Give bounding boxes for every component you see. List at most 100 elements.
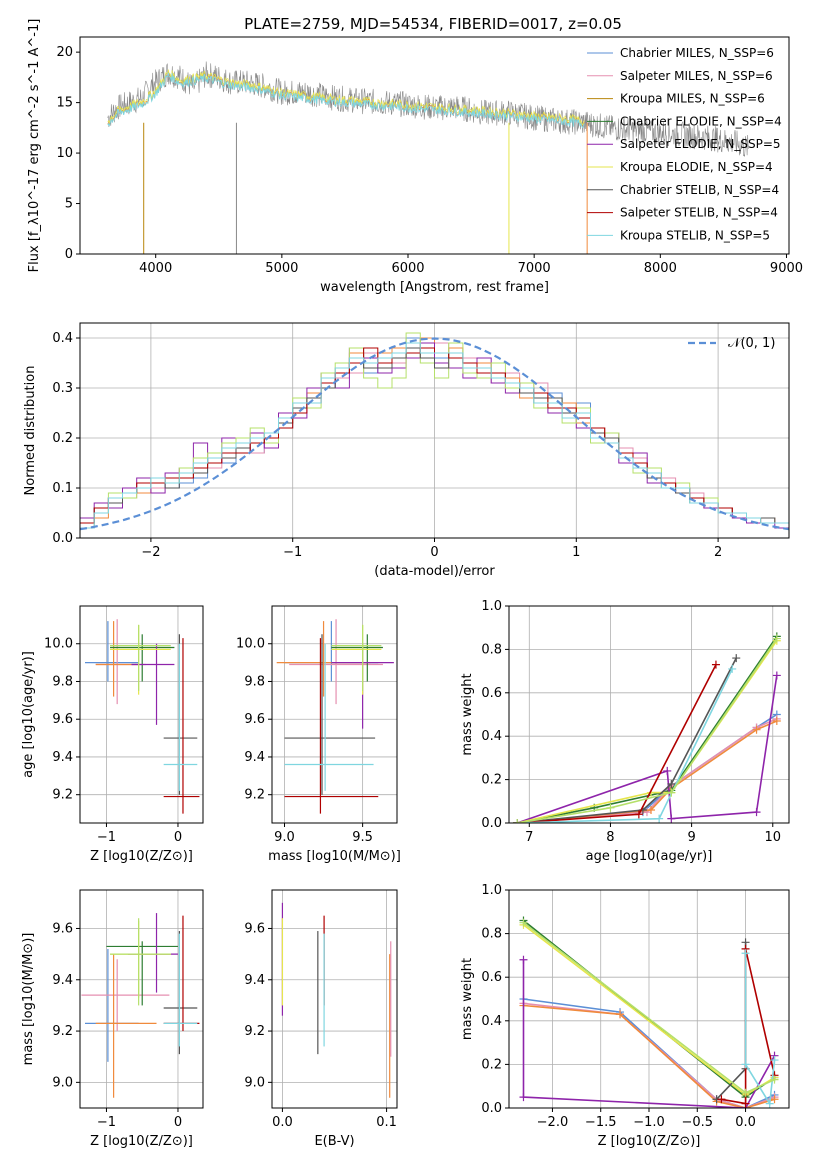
x-axis-label: E(B-V) [314,1134,354,1149]
tick-label-y: 0.2 [481,773,502,788]
tick-label-y: 9.0 [52,1075,73,1090]
y-axis-label: Flux [f_λ10^-17 erg cm^-2 s^-1 A^-1] [27,19,42,273]
axes-frame [79,322,790,539]
x-axis-label: age [log10(age/yr)] [586,849,713,864]
tick-label-y: 0.0 [481,816,502,831]
tick-label-y: 0.2 [481,1057,502,1072]
tick-label-y: 9.0 [244,1075,265,1090]
tick-label-x: 0.0 [735,1115,756,1130]
tick-label-y: 0.6 [481,686,502,701]
series-green2-marker [513,819,522,823]
tick-label-y: 9.2 [244,788,265,803]
tick-label-x: −1.5 [585,1115,617,1130]
plot-area [80,323,789,538]
tick-label-x: 8 [606,830,614,845]
spectrum-model-line-yellow [107,69,585,126]
axes-frame [508,605,790,824]
tick-label-x: 2 [714,545,722,560]
series-chabrier-stelib-marker [732,654,741,663]
series-kroupa-stelib-marker [728,664,737,673]
figure-title: PLATE=2759, MJD=54534, FIBERID=0017, z=0… [244,15,622,33]
tick-label-x: 7 [525,830,533,845]
legend-label: 𝒩(0, 1) [728,336,775,351]
series-green2 [516,638,778,823]
series-salpeter-stelib-marker [741,1099,750,1108]
series-kroupa-stelib-marker [765,1099,774,1108]
tick-label-y: 0.4 [481,1014,502,1029]
tick-label-y: 0.6 [481,970,502,985]
series-green2-marker [519,918,528,927]
tick-label-y: 10.0 [44,637,73,652]
tick-label-y: 0.4 [481,729,502,744]
axes-frame [79,605,204,824]
legend-label: Kroupa ELODIE, N_SSP=4 [620,160,773,174]
tick-label-y: 10 [56,146,73,161]
tick-label-y: 10.0 [236,637,265,652]
tick-label-y: 9.8 [52,674,73,689]
legend-label: Salpeter ELODIE, N_SSP=5 [620,137,781,151]
tick-label-x: 0.0 [272,1115,293,1130]
series-kroupa-miles-marker [772,717,781,726]
series-salpeter-elodie-marker [519,955,528,964]
tick-label-y: 9.2 [244,1024,265,1039]
tick-label-y: 0.1 [52,481,73,496]
tick-label-x: 5000 [265,261,298,276]
tick-label-x: −1 [283,545,302,560]
legend-label: Kroupa STELIB, N_SSP=5 [620,228,770,242]
plots: 4000 5000 6000 7000 8000 900005101520waveleng… [21,19,803,1149]
tick-label-x: 9.0 [274,830,295,845]
y-axis-label: mass weight [460,673,475,755]
x-axis-label: wavelength [Angstrom, rest frame] [320,280,549,295]
plot-area [107,61,749,254]
series-salpeter-elodie-marker [663,766,672,775]
series-kroupa-stelib-marker [741,1060,750,1069]
histogram-kroupa-elodie [80,332,789,529]
tick-label-x: 8000 [644,261,677,276]
axes-frame [79,889,204,1109]
y-axis-label: Normed distribution [23,366,38,496]
x-axis-label: (data-model)/error [374,564,495,579]
tick-label-y: 20 [56,45,73,60]
series-green2-marker [667,788,676,797]
y-axis-label: mass [log10(M/M⊙)] [21,933,36,1066]
series-chabrier-stelib-marker [667,779,676,788]
tick-label-y: 9.8 [244,674,265,689]
plot-area [509,890,789,1108]
series-kroupa-miles-marker [647,805,656,814]
tick-label-y: 9.4 [244,750,265,765]
y-axis-label: mass weight [460,958,475,1040]
series-salpeter-elodie-marker [667,814,676,823]
series-green2-marker [772,634,781,643]
tick-label-x: 0 [174,1115,182,1130]
tick-label-x: 9000 [770,261,803,276]
panel-mass_vs_Z: −1 0 9.0 9.2 9.4 9.6 Z [log10(Z/Z⊙)] mass [log1… [21,889,204,1149]
series-salpeter-stelib-marker [717,1095,726,1104]
series-salpeter-stelib-marker [711,660,720,669]
panel-massweight_vs_age: 7 8 9 10 0.0 0.2 0.4 0.6 0.8 1.0 age [log10(age/yr… [460,599,790,864]
tick-label-x: 0.1 [376,1115,397,1130]
series-kroupa-miles-marker [752,725,761,734]
tick-label-y: 0.0 [52,531,73,546]
tick-label-x: 1 [572,545,580,560]
tick-label-y: 0.3 [52,381,73,396]
plot-area [272,890,397,1108]
legend-label: Salpeter MILES, N_SSP=6 [620,69,773,83]
x-axis-label: Z [log10(Z/Z⊙)] [90,849,193,864]
y-axis-label: age [log10(age/yr)] [21,651,36,778]
tick-label-x: −1 [97,830,116,845]
series-kroupa-stelib-marker [770,1056,779,1065]
plot-area [509,606,789,823]
series-salpeter-miles-marker [642,808,651,817]
tick-label-y: 9.6 [244,712,265,727]
spectrum-model-line [107,72,585,129]
legend-label: Chabrier MILES, N_SSP=6 [620,46,774,60]
panel-age_vs_mass: 9.0 9.5 9.2 9.4 9.6 9.8 10.0 mass [log10(M/M⊙)] [236,605,401,864]
plot-area [272,606,397,823]
axes-frame [79,36,790,255]
series-salpeter-elodie-marker [772,671,781,680]
tick-label-x: 7000 [518,261,551,276]
tick-label-y: 5 [65,197,73,212]
series-salpeter-elodie-marker [752,808,761,817]
tick-label-x: 0 [430,545,438,560]
